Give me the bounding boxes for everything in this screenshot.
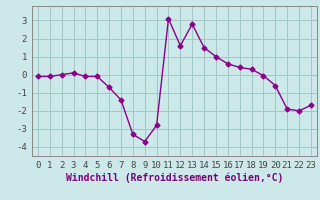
X-axis label: Windchill (Refroidissement éolien,°C): Windchill (Refroidissement éolien,°C) bbox=[66, 173, 283, 183]
